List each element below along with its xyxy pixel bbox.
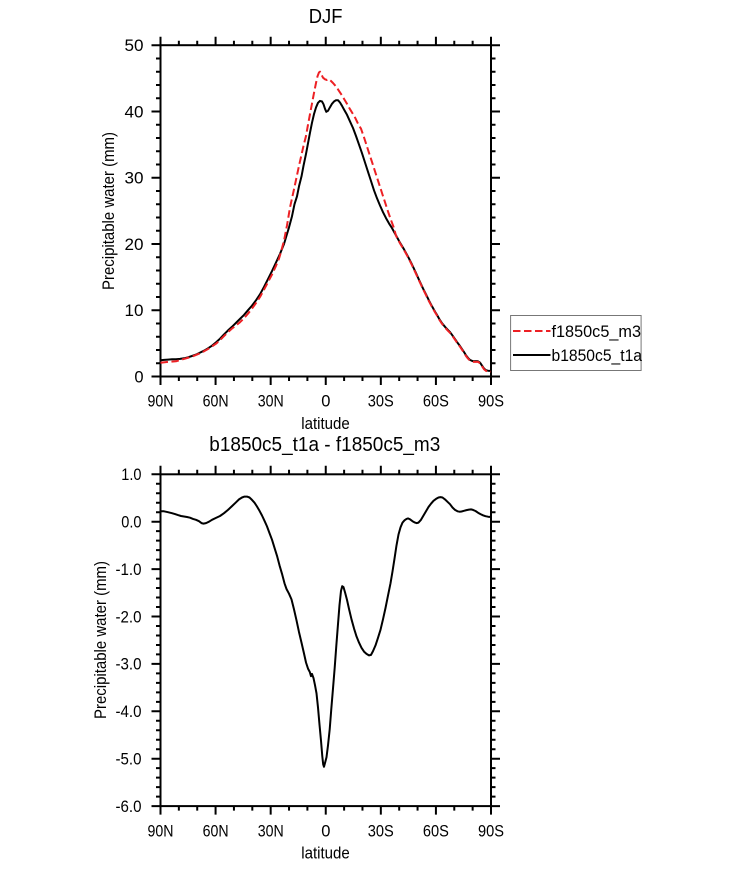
svg-text:60S: 60S (423, 393, 449, 411)
svg-text:latitude: latitude (301, 844, 350, 862)
svg-text:0.0: 0.0 (121, 514, 141, 532)
svg-text:90S: 90S (478, 393, 504, 411)
svg-text:b1850c5_t1a: b1850c5_t1a (552, 347, 643, 365)
svg-text:Precipitable water (mm): Precipitable water (mm) (100, 132, 118, 290)
svg-text:30: 30 (125, 170, 144, 188)
svg-text:60N: 60N (203, 822, 229, 840)
svg-text:f1850c5_m3: f1850c5_m3 (552, 323, 642, 341)
svg-text:b1850c5_t1a - f1850c5_m3: b1850c5_t1a - f1850c5_m3 (209, 433, 440, 456)
svg-text:-5.0: -5.0 (116, 751, 142, 769)
svg-text:30S: 30S (368, 393, 394, 411)
svg-text:30N: 30N (258, 822, 284, 840)
svg-text:90N: 90N (148, 393, 174, 411)
svg-text:-2.0: -2.0 (116, 608, 142, 626)
svg-text:-3.0: -3.0 (116, 656, 142, 674)
svg-text:60S: 60S (423, 822, 449, 840)
svg-text:1.0: 1.0 (121, 466, 141, 484)
svg-text:90S: 90S (478, 822, 504, 840)
svg-text:-1.0: -1.0 (116, 561, 142, 579)
svg-text:40: 40 (125, 103, 144, 121)
svg-text:90N: 90N (148, 822, 174, 840)
svg-text:20: 20 (125, 236, 144, 254)
svg-text:30S: 30S (368, 822, 394, 840)
svg-text:30N: 30N (258, 393, 284, 411)
svg-text:60N: 60N (203, 393, 229, 411)
svg-text:Precipitable water (mm): Precipitable water (mm) (92, 561, 110, 719)
svg-text:50: 50 (125, 37, 144, 55)
svg-text:10: 10 (125, 302, 144, 320)
svg-text:DJF: DJF (309, 5, 343, 28)
svg-text:-4.0: -4.0 (116, 703, 142, 721)
svg-text:0: 0 (321, 393, 330, 411)
svg-text:latitude: latitude (301, 415, 350, 433)
svg-text:0: 0 (321, 822, 330, 840)
svg-text:-6.0: -6.0 (116, 798, 142, 816)
svg-text:0: 0 (134, 368, 143, 386)
